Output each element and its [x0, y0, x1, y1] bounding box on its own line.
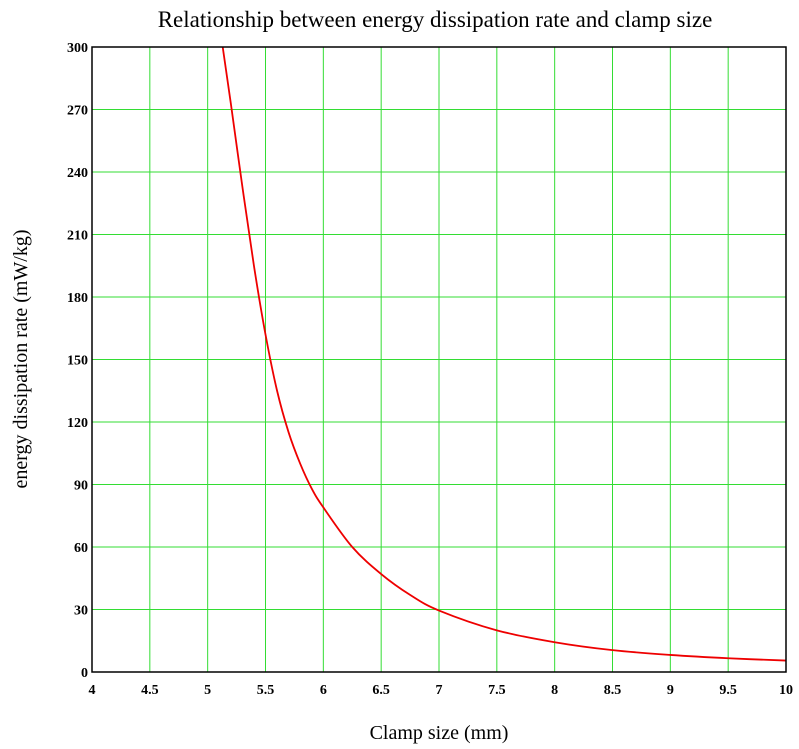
- x-tick-label: 9.5: [719, 683, 737, 698]
- x-tick-label: 7.5: [488, 683, 506, 698]
- y-tick-label: 210: [67, 229, 88, 244]
- x-tick-label: 4.5: [141, 683, 159, 698]
- y-tick-label: 270: [67, 104, 88, 119]
- x-axis-label: Clamp size (mm): [370, 722, 509, 744]
- x-tick-label: 6.5: [372, 683, 390, 698]
- x-tick-label: 8.5: [604, 683, 622, 698]
- y-tick-label: 240: [67, 166, 88, 181]
- x-tick-label: 10: [779, 683, 793, 698]
- y-tick-label: 300: [67, 41, 88, 56]
- y-tick-label: 180: [67, 291, 88, 306]
- y-tick-label: 60: [74, 541, 88, 556]
- grid: [91, 46, 787, 673]
- y-axis-ticks: 0 30 60 90 120 150 180 210 240 270 300: [67, 41, 88, 681]
- chart-title: Relationship between energy dissipation …: [158, 7, 713, 32]
- x-tick-label: 5.5: [257, 683, 275, 698]
- y-tick-label: 150: [67, 354, 88, 369]
- y-axis-label: energy dissipation rate (mW/kg): [10, 229, 32, 488]
- x-tick-label: 9: [667, 683, 674, 698]
- y-tick-label: 30: [74, 604, 88, 619]
- x-tick-label: 8: [551, 683, 558, 698]
- y-tick-label: 0: [81, 666, 88, 681]
- series-line: [221, 46, 787, 662]
- series-layer: [221, 46, 787, 662]
- x-tick-label: 6: [320, 683, 327, 698]
- y-tick-label: 90: [74, 479, 88, 494]
- x-axis-ticks: 4 4.5 5 5.5 6 6.5 7 7.5 8 8.5 9 9.5 10: [89, 683, 794, 698]
- x-tick-label: 5: [204, 683, 211, 698]
- x-tick-label: 4: [89, 683, 96, 698]
- x-tick-label: 7: [436, 683, 443, 698]
- plot-frame: [91, 46, 787, 673]
- y-tick-label: 120: [67, 416, 88, 431]
